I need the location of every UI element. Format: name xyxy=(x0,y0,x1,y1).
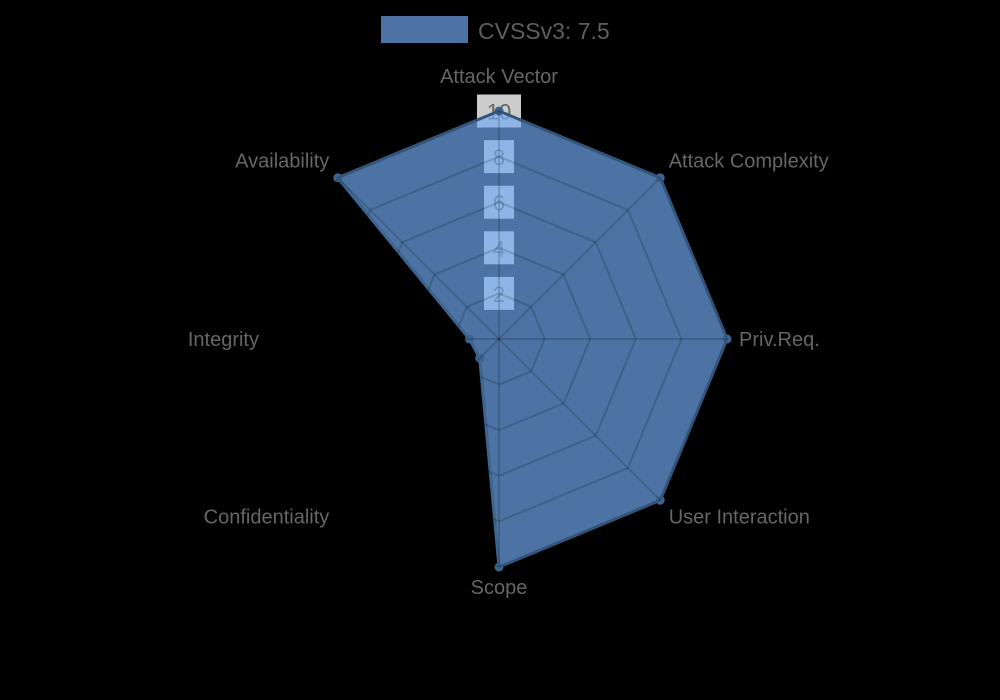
axis-label-layer: Attack Vector Attack Complexity Priv.Req. U… xyxy=(188,66,829,599)
grid-spoke-availability xyxy=(337,177,500,340)
data-point-priv-req xyxy=(722,334,732,344)
grid-ring-6 xyxy=(361,201,637,477)
data-point-user-interaction xyxy=(655,495,665,505)
radar-fill-polygon xyxy=(337,111,727,567)
data-point-attack-vector xyxy=(494,106,504,116)
data-point-confidentiality xyxy=(475,353,485,363)
dataset-layer xyxy=(333,106,732,572)
grid-ring-10 xyxy=(269,109,729,569)
grid-spoke-confidentiality xyxy=(337,338,500,501)
axis-label-availability: Availability xyxy=(235,150,329,172)
data-point-scope xyxy=(494,562,504,572)
axis-label-scope: Scope xyxy=(471,577,528,599)
data-point-availability xyxy=(333,173,343,183)
axis-label-attack-vector: Attack Vector xyxy=(440,66,558,88)
grid-layer xyxy=(269,109,729,569)
grid-spoke-attack-complexity xyxy=(498,177,661,340)
grid-ring-8 xyxy=(315,155,683,523)
grid-spoke-user-interaction xyxy=(498,338,661,501)
axis-label-confidentiality: Confidentiality xyxy=(204,507,330,529)
axis-label-priv-req: Priv.Req. xyxy=(739,329,820,351)
axis-label-user-interaction: User Interaction xyxy=(669,507,810,529)
axis-label-attack-complexity: Attack Complexity xyxy=(669,150,829,172)
legend-swatch[interactable] xyxy=(381,16,468,43)
axis-label-integrity: Integrity xyxy=(188,329,259,351)
grid-ring-2 xyxy=(452,292,546,386)
legend-label[interactable]: CVSSv3: 7.5 xyxy=(478,18,610,44)
legend: CVSSv3: 7.5 xyxy=(381,16,610,44)
grid-ring-4 xyxy=(406,246,592,432)
data-point-integrity xyxy=(464,334,474,344)
data-point-attack-complexity xyxy=(655,173,665,183)
